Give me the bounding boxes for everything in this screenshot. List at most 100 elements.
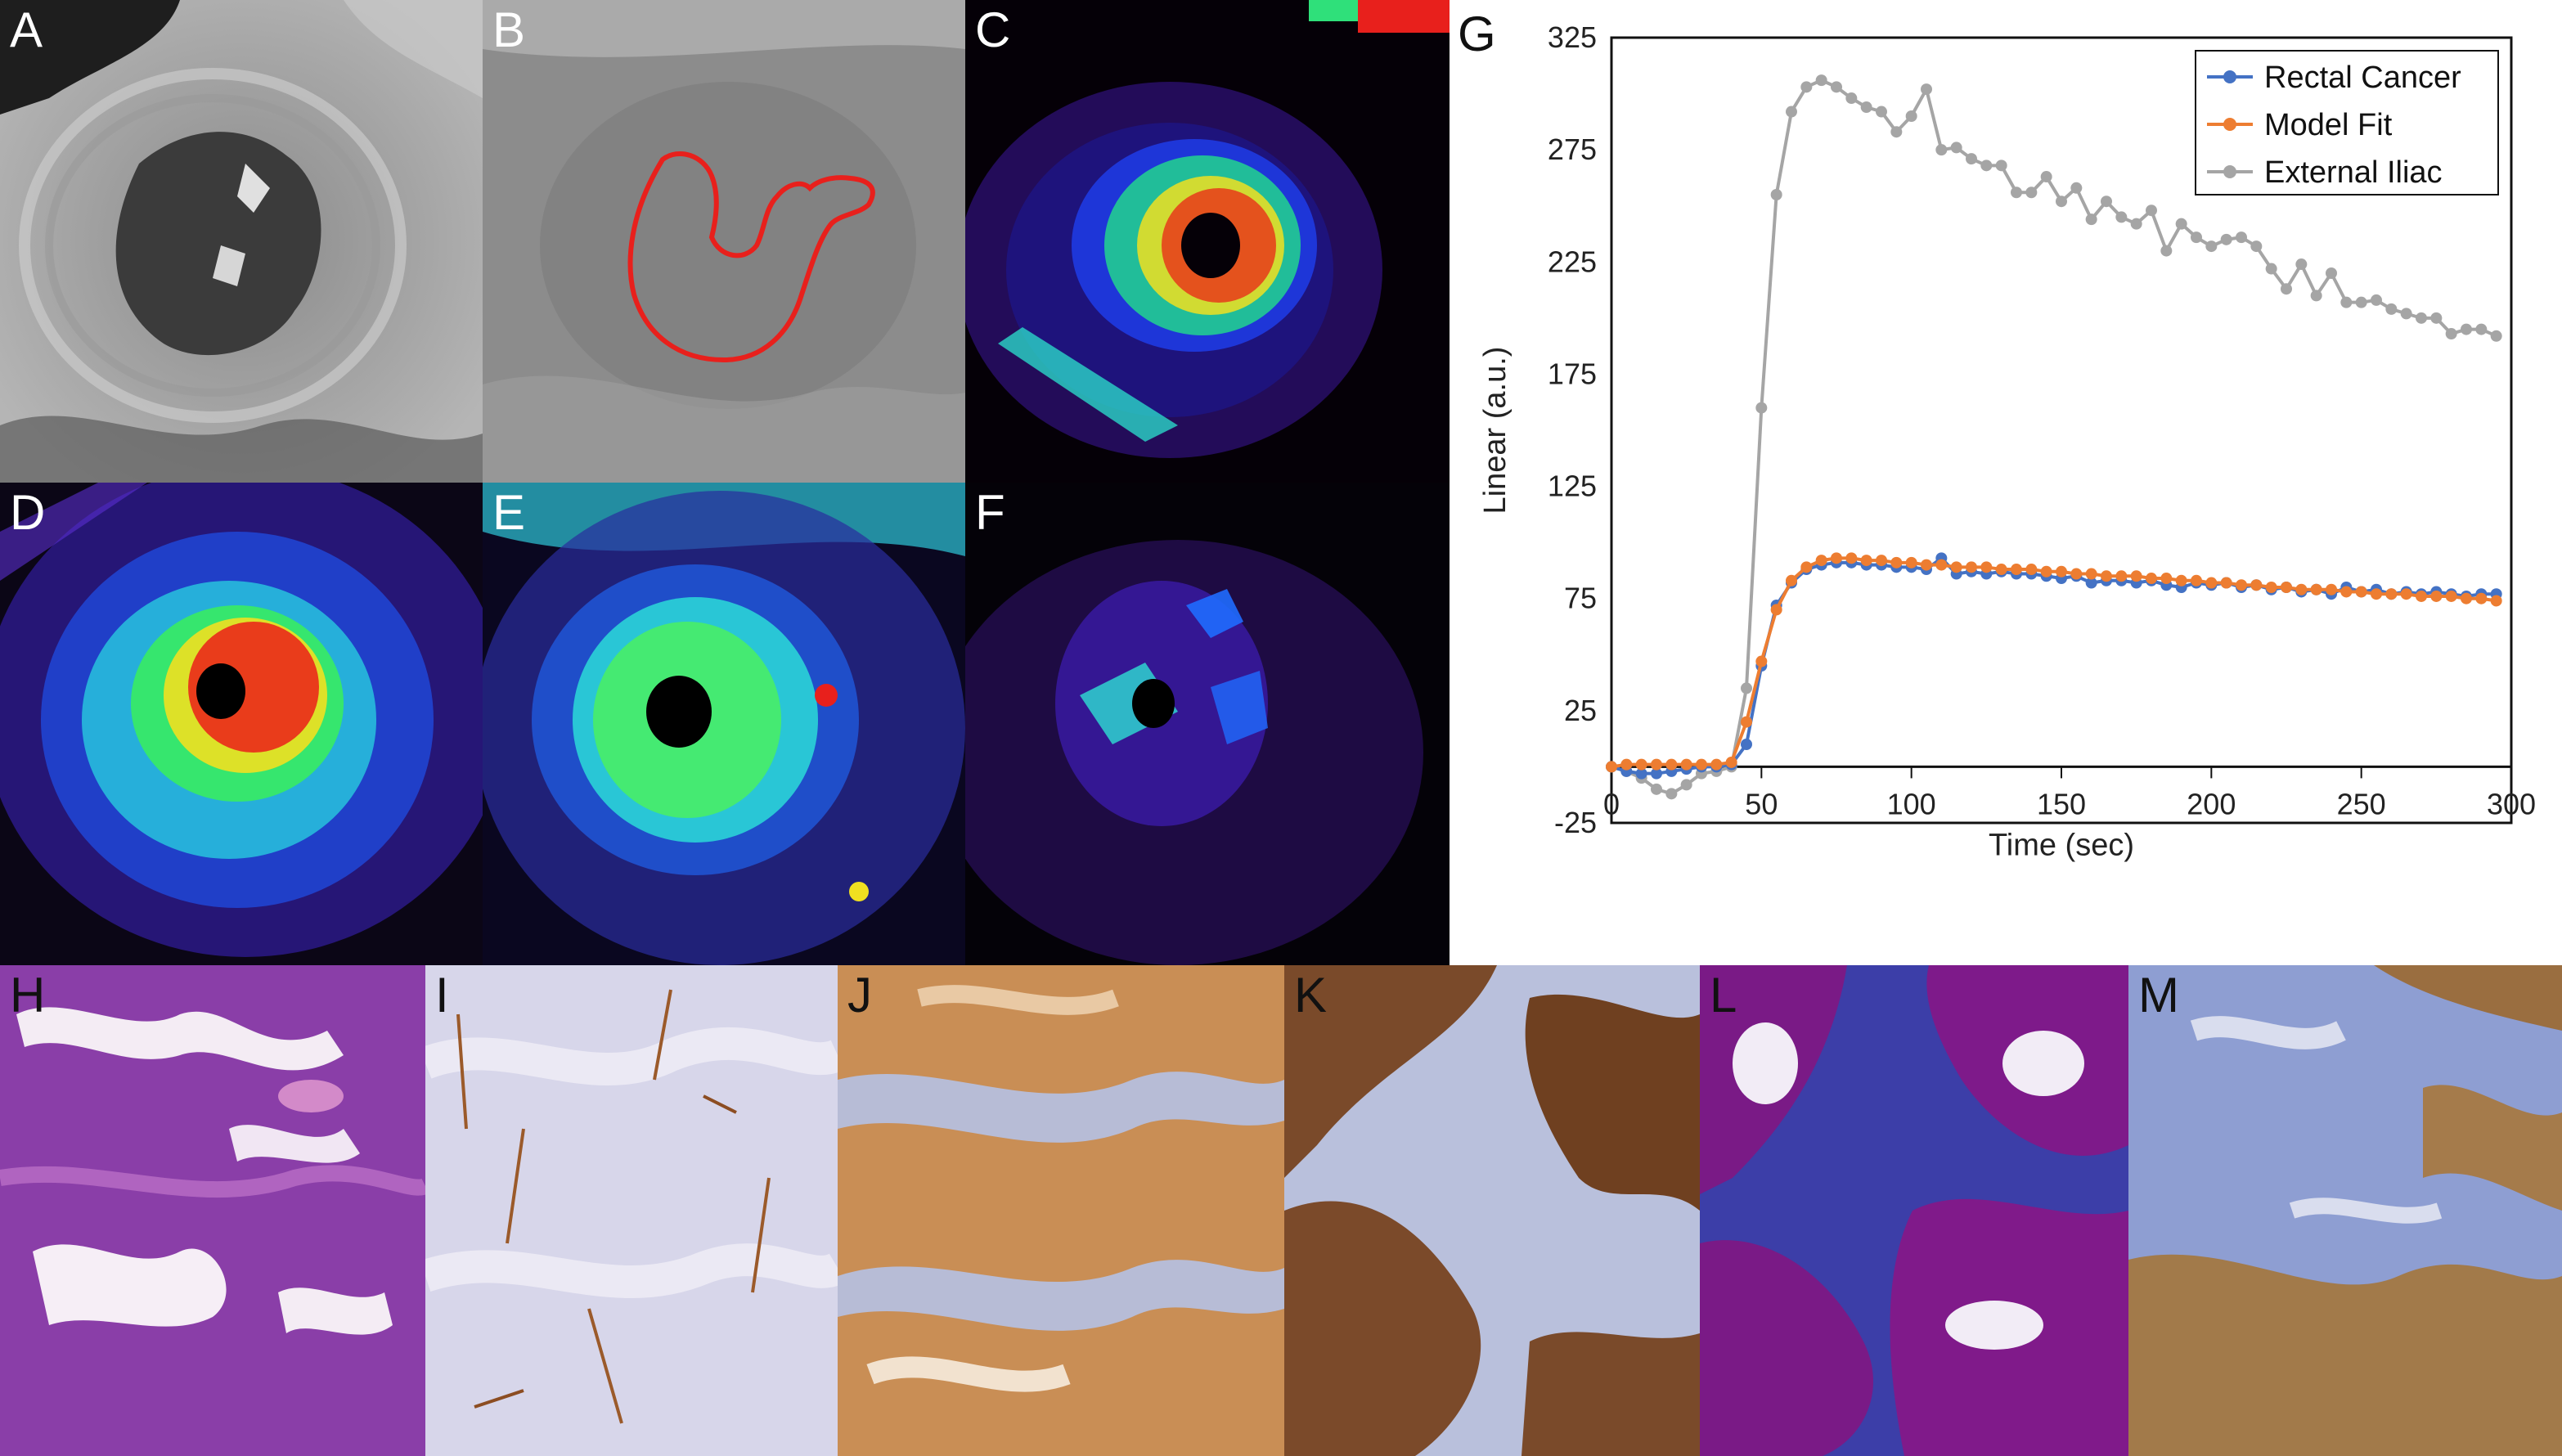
histology-ihc-brown-image (838, 965, 1284, 1456)
mri-roi-image (483, 0, 965, 483)
data-point (2445, 590, 2457, 602)
x-tick-label: 100 (1887, 787, 1936, 820)
y-tick-label: 225 (1548, 245, 1597, 278)
data-point (2025, 564, 2038, 576)
data-point (1966, 153, 1977, 165)
parametric-map-image (965, 0, 1450, 483)
data-point (1606, 761, 1617, 773)
data-point (2385, 303, 2398, 315)
data-point (1665, 788, 1678, 800)
data-point (2085, 213, 2097, 226)
data-point (1921, 83, 1932, 96)
data-point (2385, 588, 2398, 600)
data-point (2250, 579, 2263, 591)
histology-ihc-light-image (425, 965, 838, 1456)
data-point (1815, 555, 1827, 567)
x-axis-ticks: 0 50 100 150 200 250 300 (1603, 766, 2536, 820)
roi-contour (627, 151, 875, 363)
x-tick-label: 200 (2187, 787, 2236, 820)
data-point (2461, 592, 2472, 604)
data-point (2475, 592, 2488, 604)
panel-g-enhancement-curve-chart: G 325 275 225 175 125 75 25 -25 0 50 100 150 200 250… (1450, 0, 2562, 965)
data-point (2011, 564, 2022, 576)
data-point (1935, 144, 1948, 156)
data-point (2070, 182, 2083, 194)
data-point (1800, 81, 1813, 93)
panel-c-parametric-map: C (965, 0, 1450, 483)
data-point (2175, 574, 2187, 586)
data-point (2295, 258, 2308, 271)
x-tick-label: 50 (1745, 787, 1778, 820)
y-tick-label: 75 (1564, 582, 1597, 615)
panel-label: J (847, 968, 872, 1022)
panel-label: H (10, 968, 46, 1022)
data-point (1995, 160, 2007, 172)
legend-entry-label: Rectal Cancer (2264, 61, 2461, 95)
x-tick-label: 300 (2487, 787, 2536, 820)
data-point (1651, 767, 1662, 780)
data-point (2220, 577, 2232, 589)
data-point (1860, 555, 1872, 567)
parametric-map-image (483, 483, 965, 965)
data-point (1950, 142, 1962, 154)
data-point (2101, 195, 2112, 208)
data-point (2326, 267, 2337, 279)
data-point (1741, 739, 1752, 750)
data-point (2371, 294, 2382, 306)
y-tick-label: -25 (1554, 806, 1597, 839)
panel-d-parametric-map: D (0, 483, 483, 965)
data-point (2371, 588, 2382, 600)
data-point (2281, 283, 2292, 295)
data-point (2250, 240, 2263, 253)
histology-trichrome-image (1700, 965, 2128, 1456)
data-point (2130, 218, 2142, 230)
series-lines (1606, 74, 2502, 800)
data-point (1935, 559, 1948, 571)
data-point (2040, 565, 2052, 577)
data-point (2445, 328, 2457, 340)
data-point (2191, 574, 2202, 586)
data-point (1696, 758, 1707, 771)
panel-e-parametric-map: E (483, 483, 965, 965)
y-tick-label: 275 (1548, 133, 1597, 166)
data-point (1921, 559, 1932, 571)
data-point (1831, 552, 1842, 564)
legend-swatch-marker (2223, 118, 2236, 131)
mri-grayscale-image (0, 0, 483, 483)
panel-label: C (975, 2, 1011, 57)
plot-area (1610, 36, 2513, 825)
legend-entry-label: External Iliac (2264, 155, 2443, 190)
data-point (1665, 758, 1678, 771)
chart-svg: G 325 275 225 175 125 75 25 -25 0 50 100 150 200 250… (1458, 7, 2536, 862)
data-point (1786, 574, 1797, 586)
panel-label: E (492, 485, 526, 540)
data-point (1831, 81, 1842, 93)
data-point (1635, 767, 1647, 780)
data-point (2040, 171, 2052, 183)
panel-label: F (975, 485, 1005, 540)
x-tick-label: 150 (2037, 787, 2086, 820)
data-point (2310, 290, 2322, 302)
data-point (1876, 555, 1887, 567)
y-tick-label: 25 (1564, 694, 1597, 727)
data-point (1680, 758, 1692, 771)
panel-label: K (1294, 968, 1328, 1022)
data-point (2416, 590, 2427, 602)
y-tick-label: 325 (1548, 20, 1597, 54)
panel-i-histology-image: I (425, 965, 838, 1456)
data-point (1635, 758, 1647, 771)
data-point (2146, 204, 2157, 217)
data-point (2085, 577, 2097, 589)
panel-label: M (2138, 968, 2179, 1022)
data-point (2310, 583, 2322, 595)
data-point (1651, 783, 1662, 795)
data-point (1770, 604, 1782, 616)
data-point (2191, 231, 2202, 244)
data-point (2056, 195, 2067, 208)
data-point (1786, 106, 1797, 118)
x-tick-label: 250 (2337, 787, 2386, 820)
panel-label: I (435, 968, 449, 1022)
series-rectal-cancer (1606, 552, 2502, 780)
data-point (1815, 74, 1827, 87)
data-point (1876, 106, 1887, 118)
